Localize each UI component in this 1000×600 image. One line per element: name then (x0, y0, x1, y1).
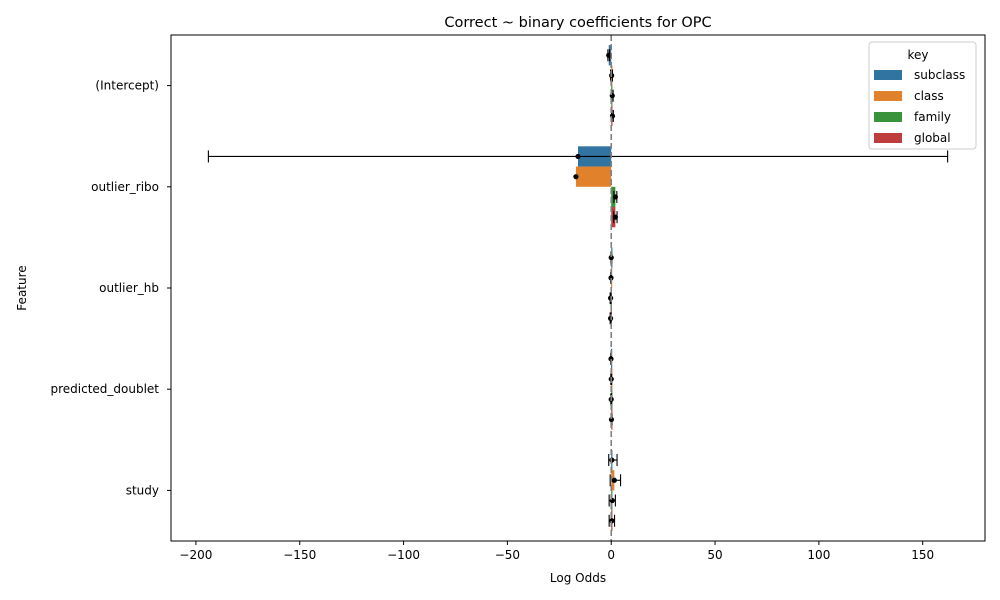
legend-swatch (874, 70, 902, 80)
point-estimate (608, 275, 614, 281)
x-tick-label: 0 (607, 548, 615, 562)
legend-label: family (914, 110, 951, 124)
y-tick-label: outlier_ribo (91, 180, 159, 194)
legend-label: class (914, 89, 944, 103)
x-tick-label: −150 (283, 548, 316, 562)
point-estimate (612, 194, 618, 200)
point-estimate (611, 477, 617, 483)
legend-swatch (874, 91, 902, 101)
point-estimate (575, 153, 581, 160)
point-estimate (608, 255, 614, 261)
legend: key subclass class family global (868, 41, 977, 150)
legend-label: subclass (914, 68, 965, 82)
point-estimate (608, 416, 615, 423)
y-tick-label: outlier_hb (99, 281, 159, 295)
chart-title: Correct ~ binary coefficients for OPC (444, 15, 711, 31)
x-tick-label: −100 (387, 548, 420, 562)
x-tick-label: 100 (807, 548, 830, 562)
errorbars-layer (207, 49, 949, 527)
legend-label: global (914, 131, 951, 145)
y-tick-label: predicted_doublet (50, 382, 159, 396)
x-tick-label: −50 (495, 548, 520, 562)
bar (575, 166, 612, 187)
legend-title: key (907, 48, 928, 62)
x-axis-label: Log Odds (550, 571, 606, 585)
point-estimate (608, 356, 614, 362)
plot-frame (170, 34, 986, 542)
y-tick-label: (Intercept) (95, 79, 159, 93)
y-axis-label: Feature (15, 265, 29, 310)
point-estimate (606, 52, 612, 58)
point-estimate (612, 214, 618, 220)
legend-box (868, 41, 977, 150)
x-tick-label: −200 (179, 548, 212, 562)
x-axis: −200 −150 −100 −50 0 50 100 150 (179, 541, 934, 562)
y-tick-label: study (126, 483, 159, 497)
point-estimate (573, 174, 579, 180)
bars-layer (575, 45, 616, 531)
legend-items: subclass class family global (874, 68, 965, 145)
legend-swatch (874, 133, 902, 143)
legend-swatch (874, 112, 902, 122)
x-tick-label: 150 (911, 548, 934, 562)
x-tick-label: 50 (707, 548, 722, 562)
y-axis: (Intercept) outlier_ribo outlier_hbpredict… (50, 79, 171, 497)
